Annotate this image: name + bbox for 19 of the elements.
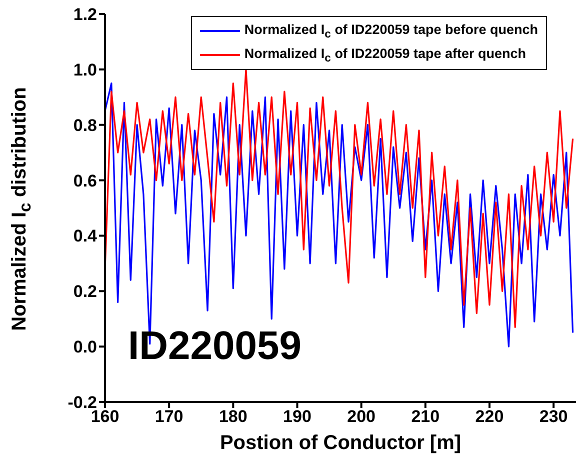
x-tick-label: 160 <box>90 407 120 426</box>
y-tick-label: 0.0 <box>73 338 97 357</box>
y-tick-label: 0.4 <box>73 226 98 246</box>
y-tick-label: 1.2 <box>73 5 97 24</box>
x-tick-label: 190 <box>283 407 312 426</box>
legend-label: Normalized I$_{c}$ of ID220059 tape after quench <box>244 46 526 64</box>
y-tick-label: 0.6 <box>73 171 97 190</box>
x-tick-label: 180 <box>218 407 248 426</box>
x-tick-label: 200 <box>347 407 376 426</box>
x-tick-label: 170 <box>154 407 184 426</box>
x-tick-label: 210 <box>411 407 440 426</box>
x-tick-label: 220 <box>475 407 504 426</box>
x-axis-title: Postion of Conductor [m] <box>218 432 462 455</box>
y-tick-label: 1.0 <box>73 60 97 80</box>
annotation: ID220059 <box>128 324 302 369</box>
x-tick-label: 230 <box>539 407 568 426</box>
legend-label: Normalized I$_{c}$ of ID220059 tape before quench <box>244 22 538 40</box>
y-tick-label: 0.2 <box>73 282 97 302</box>
y-tick-label: 0.8 <box>73 116 97 135</box>
